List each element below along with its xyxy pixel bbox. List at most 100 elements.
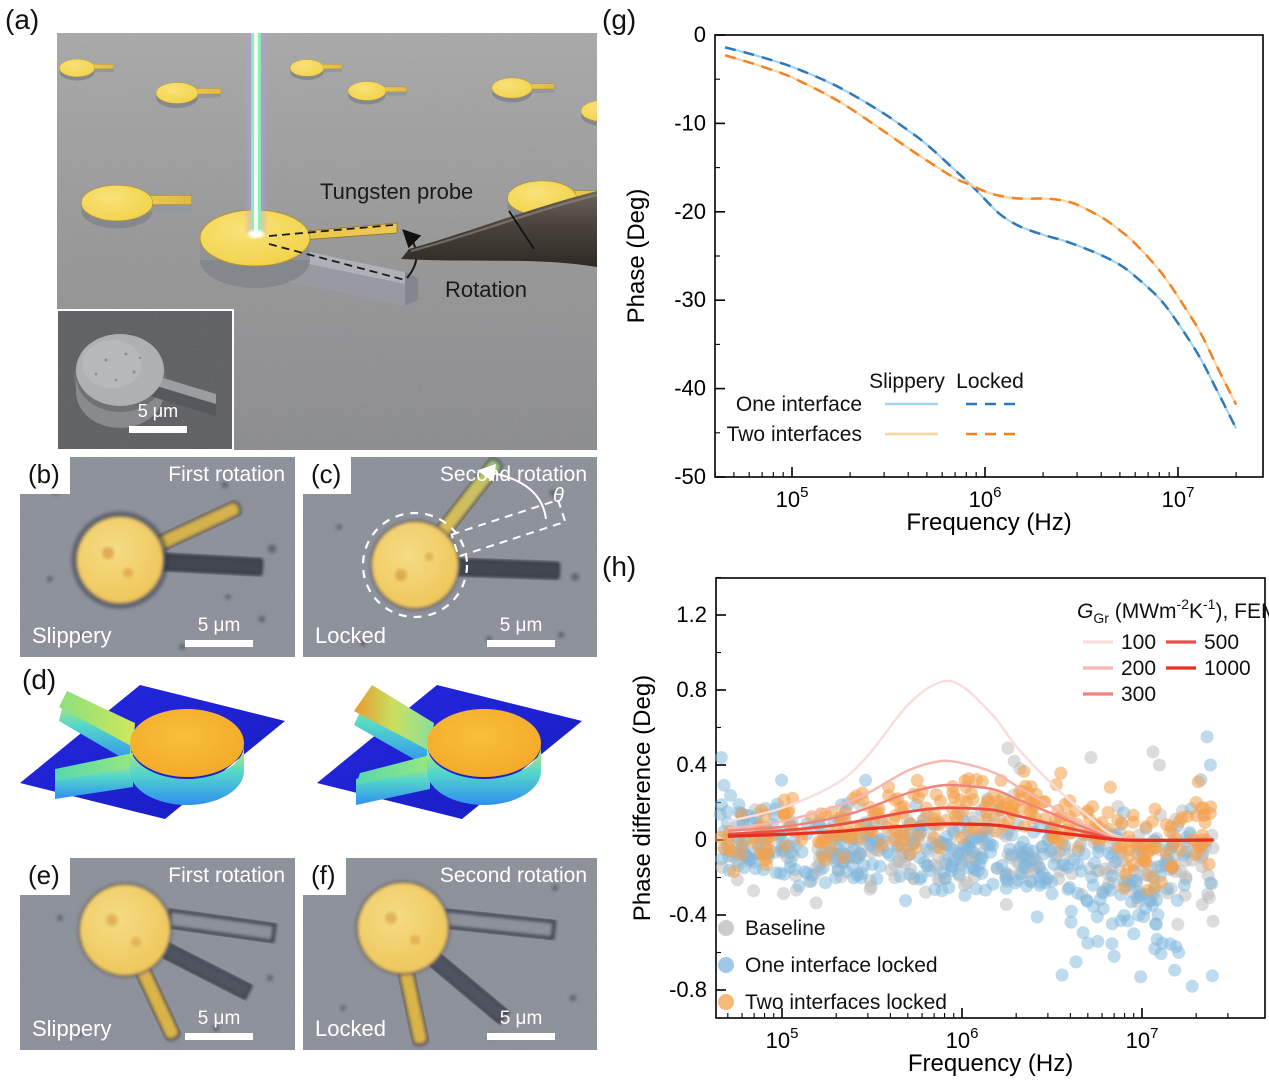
panel-d-heightmaps (15, 663, 595, 855)
svg-text:GGr​ (MWm-2​K-1​), FEM: GGr​ (MWm-2​K-1​), FEM (1077, 596, 1269, 626)
panel-e-scalebar-text: 5 μm (197, 1008, 241, 1029)
fem-curve-500 (727, 806, 1214, 842)
svg-text:Two interfaces: Two interfaces (727, 423, 862, 446)
panel-b-letter: (b) (20, 457, 70, 494)
inset-scalebar: 5 μm (129, 401, 187, 433)
fem-curve-100 (727, 679, 1214, 842)
rotor-structure (78, 883, 277, 1041)
y-axis-label: Phase difference (Deg) (629, 675, 656, 921)
svg-text:106: 106 (969, 484, 1002, 512)
svg-text:1.2: 1.2 (676, 602, 707, 627)
panel-f-micrograph: (f) Second rotation Locked 5 μm (303, 858, 597, 1050)
svg-text:105: 105 (776, 484, 809, 512)
fem-legend: GGr​ (MWm-2​K-1​), FEM 100 200 300 500 1000 (1077, 596, 1269, 706)
x-axis-label: Frequency (Hz) (908, 1050, 1073, 1077)
tungsten-probe (401, 191, 597, 267)
central-keyhole (199, 209, 422, 306)
panel-c-scalebar-line (487, 640, 555, 647)
panel-e-letter: (e) (20, 858, 70, 895)
heightmap-locked (317, 685, 582, 819)
rotor-structure (356, 881, 557, 1046)
panel-e-scalebar: 5 μm (185, 1008, 253, 1040)
panel-f-scalebar: 5 μm (487, 1008, 555, 1040)
svg-text:0: 0 (695, 827, 707, 852)
panel-c-caption: Second rotation (439, 463, 587, 486)
svg-text:-10: -10 (674, 110, 706, 135)
svg-text:106: 106 (946, 1025, 979, 1053)
svg-text:Two interfaces locked: Two interfaces locked (745, 991, 947, 1014)
rotation-annotations (361, 463, 567, 619)
x-axis-label: Frequency (Hz) (906, 509, 1071, 536)
panel-f-state: Locked (315, 1016, 386, 1041)
panel-e-caption: First rotation (168, 864, 285, 887)
panel-e-state: Slippery (32, 1016, 112, 1041)
panel-a-illustration: Tungsten probe Rotation 5 μm (57, 33, 597, 450)
svg-text:-50: -50 (674, 464, 706, 489)
heightmap-slippery (20, 685, 285, 819)
svg-text:107: 107 (1126, 1025, 1159, 1053)
svg-text:300: 300 (1121, 683, 1156, 706)
fem-curve-200 (727, 759, 1214, 842)
scatter-legend: Baseline One interface locked Two interfac… (718, 917, 947, 1014)
legend-g: Slippery Locked One interface Two interface… (727, 370, 1024, 446)
rotation-annotation: Rotation (445, 277, 527, 302)
panel-b-micrograph: (b) First rotation Slippery 5 μm (20, 457, 295, 657)
svg-text:100: 100 (1121, 631, 1156, 654)
phase-chart: 105 106 107 -50 -40 -30 -20 -10 0 Frequency (Hz) P… (623, 22, 1264, 536)
fem-curve-1000 (727, 822, 1214, 842)
panel-h-label: (h) (602, 551, 637, 582)
panel-b-scalebar-text: 5 μm (197, 615, 241, 636)
panel-f-scalebar-text: 5 μm (499, 1008, 543, 1029)
phase-curves (724, 46, 1238, 429)
svg-text:-20: -20 (674, 199, 706, 224)
svg-text:500: 500 (1204, 631, 1239, 654)
panel-c-micrograph: (c) Second rotation θ Locked 5 μm (303, 457, 597, 657)
panel-g-label: (g) (602, 4, 637, 35)
panel-f-scalebar-line (487, 1033, 555, 1040)
y-axis-label: Phase (Deg) (623, 189, 650, 324)
svg-text:107: 107 (1162, 484, 1195, 512)
panel-b-scalebar-line (185, 640, 253, 647)
svg-text:0: 0 (694, 22, 706, 47)
panel-a-label: (a) (5, 4, 40, 35)
svg-text:Locked: Locked (956, 370, 1024, 393)
svg-text:One interface locked: One interface locked (745, 954, 938, 977)
panel-a-render (57, 33, 597, 450)
sem-inset (57, 309, 234, 450)
curve-two-interfaces-locked (724, 54, 1238, 406)
svg-text:0.4: 0.4 (676, 752, 707, 777)
panel-c-state: Locked (315, 623, 386, 648)
svg-text:200: 200 (1121, 657, 1156, 680)
probe-annotation: Tungsten probe (320, 179, 474, 204)
dust-specks (57, 874, 274, 1037)
svg-text:0.8: 0.8 (676, 677, 707, 702)
rotor-structure (71, 500, 264, 609)
panel-f-caption: Second rotation (439, 864, 587, 887)
theta-arc-arrow (477, 463, 547, 520)
laser-beam (245, 33, 267, 238)
svg-text:105: 105 (766, 1025, 799, 1053)
svg-text:Baseline: Baseline (745, 917, 826, 940)
svg-text:-0.8: -0.8 (669, 977, 707, 1002)
fem-curves (727, 679, 1214, 843)
svg-text:-30: -30 (674, 287, 706, 312)
panel-e-scalebar-line (185, 1033, 253, 1040)
axis-ticks: 105 106 107 -50 -40 -30 -20 -10 0 (674, 22, 1237, 512)
svg-text:One interface: One interface (736, 393, 862, 416)
rotor-structure (370, 457, 561, 610)
panel-d-label: (d) (22, 664, 57, 695)
panel-f-letter: (f) (303, 858, 346, 895)
svg-text:1000: 1000 (1204, 657, 1251, 680)
curve-one-interface-locked (724, 46, 1238, 429)
panel-b-scalebar: 5 μm (185, 615, 253, 647)
panel-e-micrograph: (e) First rotation Slippery 5 μm (20, 858, 295, 1050)
svg-text:-0.4: -0.4 (669, 902, 707, 927)
fem-curve-300 (727, 783, 1214, 843)
phase-difference-chart: 105 106 107 -0.8 -0.4 0 0.4 0.8 1.2 Frequency (Hz… (629, 576, 1269, 1077)
panel-c-scalebar-text: 5 μm (499, 615, 543, 636)
inset-scalebar-line (129, 426, 187, 433)
theta-symbol: θ (553, 485, 564, 507)
axis-ticks: 105 106 107 -0.8 -0.4 0 0.4 0.8 1.2 (669, 576, 1229, 1053)
panel-b-state: Slippery (32, 623, 112, 648)
svg-text:Slippery: Slippery (869, 370, 945, 393)
